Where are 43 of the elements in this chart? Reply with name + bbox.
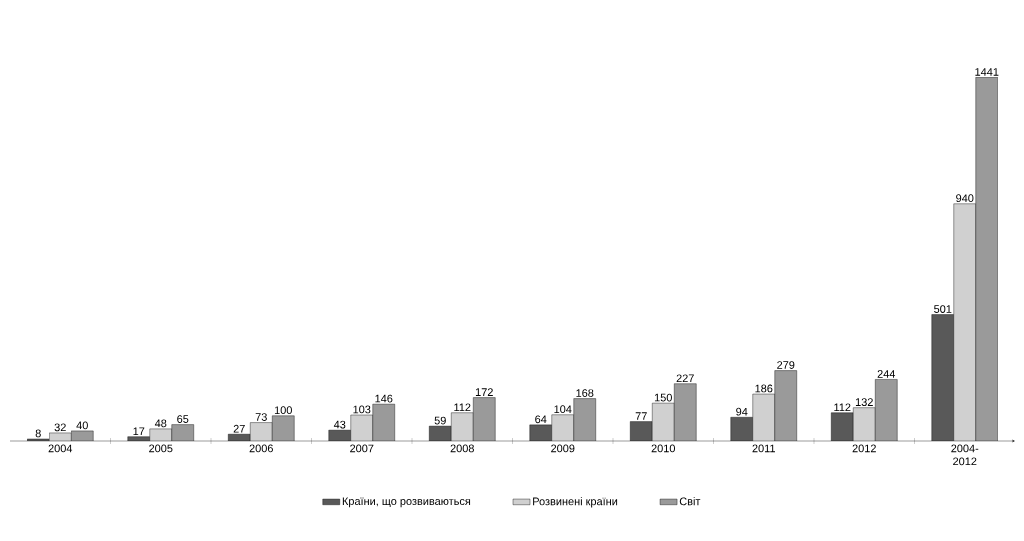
data-label: 104	[554, 405, 572, 414]
data-label: 168	[576, 389, 594, 397]
x-tick-label: 2008	[450, 444, 474, 453]
legend-label: Країни, що розвиваються	[342, 497, 471, 508]
data-label: 940	[956, 194, 974, 203]
data-label: 244	[877, 370, 896, 378]
data-label: 43	[333, 420, 346, 429]
x-tick-label: 2006	[249, 444, 273, 453]
x-tick-label: 2004	[48, 444, 73, 453]
data-label: 501	[934, 305, 952, 313]
legend-label: Світ	[679, 497, 701, 506]
x-tick-label: 2005	[149, 444, 173, 453]
data-label: 48	[154, 419, 167, 428]
data-label: 32	[54, 423, 66, 432]
data-label: 1441	[975, 68, 999, 76]
data-label: 8	[35, 429, 41, 438]
data-label: 64	[535, 415, 547, 424]
data-label: 150	[654, 393, 672, 402]
data-label: 27	[233, 424, 245, 433]
data-label: 17	[133, 427, 145, 436]
x-tick-label: 2011	[752, 444, 775, 453]
data-label: 279	[777, 361, 795, 369]
data-label: 227	[676, 374, 694, 383]
x-tick-label: 2004-2012	[951, 444, 979, 466]
data-label: 103	[353, 405, 371, 414]
data-label: 146	[375, 394, 393, 403]
data-label: 112	[834, 403, 851, 412]
x-tick-label: 2007	[350, 444, 374, 453]
data-label: 77	[635, 412, 647, 420]
data-label: 59	[434, 416, 446, 425]
x-tick-label: 2010	[651, 444, 675, 453]
x-tick-label: 2012	[852, 444, 876, 453]
data-label: 40	[76, 421, 88, 430]
data-label: 73	[255, 413, 267, 421]
data-label: 186	[755, 384, 773, 393]
data-label: 65	[177, 415, 189, 423]
data-label: 132	[855, 398, 873, 406]
data-label: 172	[475, 388, 493, 396]
data-label: 94	[736, 407, 748, 416]
data-label: 100	[274, 406, 292, 415]
x-tick-label: 2009	[551, 444, 575, 453]
legend-label: Розвинені країни	[533, 497, 618, 508]
data-label: 112	[454, 403, 471, 412]
